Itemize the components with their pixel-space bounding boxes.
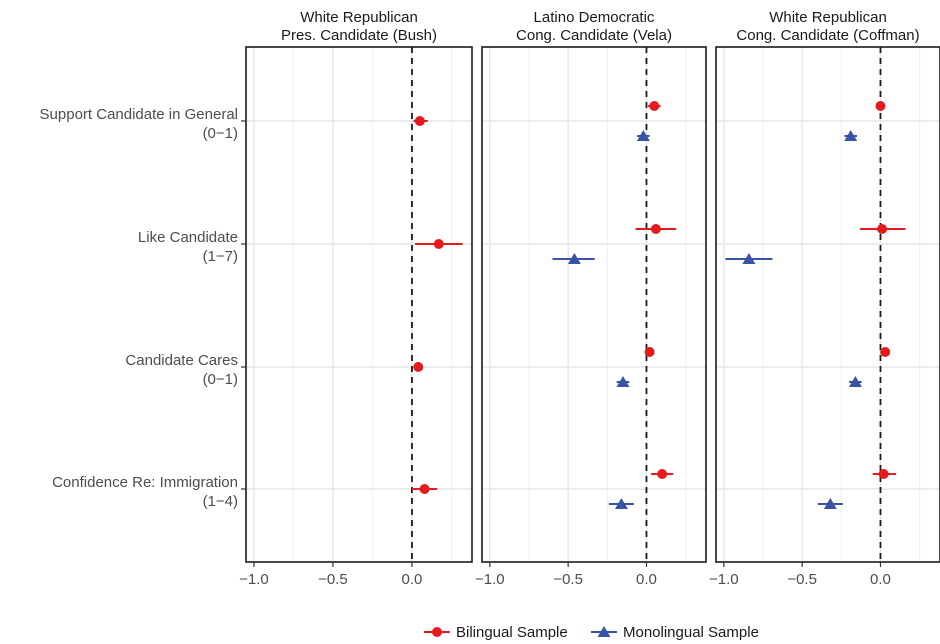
bilingual-point [877,224,888,234]
x-tick-label: −1.0 [239,571,269,588]
bilingual-point [649,101,660,111]
facet-title-line1: Latino Democratic [534,9,655,26]
x-tick-label: 0.0 [402,571,423,588]
bilingual-point [880,347,891,357]
x-tick-label: −1.0 [709,571,739,588]
legend-label-monolingual: Monolingual Sample [623,624,759,641]
panel-border [715,46,940,563]
y-category-range: (1−4) [203,493,238,510]
monolingual-point [616,376,630,387]
bilingual-point [650,224,661,234]
facet-title-line2: Cong. Candidate (Coffman) [736,27,919,44]
panel-border [245,46,473,563]
legend: Bilingual Sample Monolingual Sample [424,624,759,641]
x-tick-label: 0.0 [870,571,891,588]
y-category-range: (1−7) [203,248,238,265]
x-tick-label: −0.5 [318,571,348,588]
y-category-label: Confidence Re: Immigration [52,474,238,491]
panel-border [481,46,707,563]
panel-background [482,47,706,562]
panel-background [246,47,472,562]
y-axis: Support Candidate in General (0−1) Like Ca… [40,106,246,510]
bilingual-point [419,484,430,494]
monolingual-point [823,498,837,509]
y-category-label: Candidate Cares [125,352,238,369]
x-tick-label: −0.5 [787,571,817,588]
y-category-range: (0−1) [203,125,238,142]
legend-label-bilingual: Bilingual Sample [456,624,568,641]
bilingual-point [433,239,444,249]
facet-title-line1: White Republican [300,9,418,26]
bilingual-point [644,347,655,357]
legend-key-bilingual-point [432,627,442,637]
bilingual-point [878,469,889,479]
bilingual-point [414,116,425,126]
monolingual-point [636,130,650,141]
monolingual-point [844,130,858,141]
y-category-label: Like Candidate [138,229,238,246]
monolingual-point [848,376,862,387]
panel-background [716,47,940,562]
y-category-range: (0−1) [203,371,238,388]
bilingual-point [413,362,424,372]
monolingual-point [614,498,628,509]
facet-title-line2: Pres. Candidate (Bush) [281,27,437,44]
monolingual-point [567,253,581,264]
x-tick-label: −0.5 [553,571,583,588]
facet-title-line1: White Republican [769,9,887,26]
facet-title-line2: Cong. Candidate (Vela) [516,27,672,44]
y-category-label: Support Candidate in General [40,106,238,123]
bilingual-point [657,469,668,479]
x-tick-label: −1.0 [475,571,505,588]
legend-key-monolingual-point [597,626,611,637]
x-tick-label: 0.0 [636,571,657,588]
bilingual-point [875,101,886,111]
monolingual-point [742,253,756,264]
